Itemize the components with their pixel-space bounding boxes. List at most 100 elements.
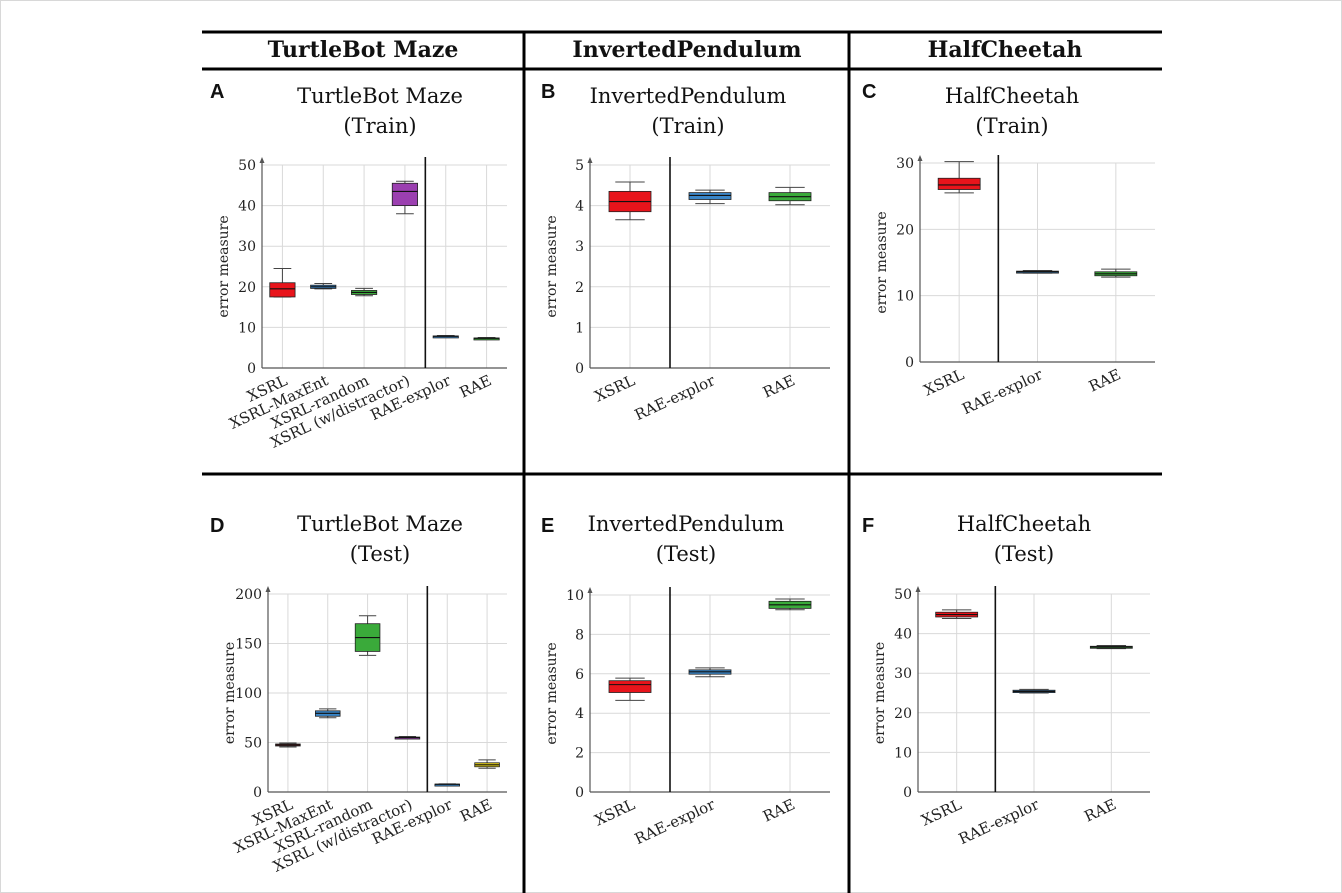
y-tick-label: 10 [566,588,584,604]
y-tick-label: 30 [894,666,912,682]
y-tick-label: 4 [575,706,584,722]
y-axis-label: error measure [544,215,560,317]
y-tick-label: 30 [896,156,914,172]
x-category-label: RAE-explor [956,795,1043,848]
y-axis-arrow [259,157,265,163]
x-category-label: XSRL [592,371,638,405]
x-category-label: RAE [760,795,798,825]
box-rae [474,759,500,769]
panel-letter: C [862,81,876,103]
y-tick-label: 50 [894,587,912,603]
box-rae [768,598,812,611]
panel-title-line: HalfCheetah [945,84,1079,108]
y-tick-label: 0 [247,361,256,377]
chart-panel-c: C HalfCheetah (Train) 0 10 20 30 error measure X… [862,81,1155,418]
chart-panel-f: F HalfCheetah (Test) 0 10 20 30 40 50 error measu… [862,512,1150,848]
box-body [269,282,296,298]
y-tick-label: 40 [894,627,912,643]
box-xsrl-random [351,287,378,297]
box-xsrl-w-distractor [391,180,418,215]
box-xsrl [608,181,652,221]
box-rae [1089,644,1133,650]
box-rae [768,186,812,206]
y-tick-label: 0 [253,785,262,801]
x-category-label: RAE-explor [959,365,1046,418]
box-rae-explor [1016,269,1059,274]
box-xsrl-maxent [310,283,337,290]
box-rae-explor [432,335,459,339]
box-rae-explor [434,783,460,787]
y-axis-label: error measure [874,211,890,313]
y-tick-label: 0 [903,785,912,801]
y-tick-label: 10 [238,320,256,336]
chart-panel-d: D TurtleBot Maze (Test) 0 50 100 150 200 error m… [210,512,507,876]
column-header-turtlebot: TurtleBot Maze [268,37,459,63]
box-rae-explor [1012,688,1056,694]
panel-title-line: (Test) [994,542,1054,566]
x-category-label: RAE [760,371,798,401]
panel-title-line: (Train) [343,114,416,138]
box-xsrl-maxent [315,708,341,719]
y-axis-label: error measure [872,642,888,744]
x-category-label: XSRL [918,795,964,829]
y-tick-label: 4 [575,199,584,215]
y-tick-label: 50 [238,158,256,174]
box-xsrl [935,609,979,620]
y-tick-label: 0 [575,785,584,801]
panel-title-line: InvertedPendulum [590,84,787,108]
y-tick-label: 0 [575,361,584,377]
box-rae-explor [688,189,732,205]
x-category-label: XSRL [592,795,638,829]
panel-title-line: (Test) [350,542,410,566]
y-axis-label: error measure [216,215,232,317]
panel-title-line: TurtleBot Maze [297,84,463,108]
panel-letter: F [862,515,874,537]
box-rae [473,337,500,341]
panel-title-line: TurtleBot Maze [297,512,463,536]
box-body [688,192,732,200]
y-tick-label: 6 [575,667,584,683]
y-tick-label: 20 [896,222,914,238]
y-tick-label: 2 [575,280,584,296]
panel-title-line: (Train) [975,114,1048,138]
box-rae-explor [688,667,732,678]
panel-letter: B [541,81,555,103]
box-xsrl [608,677,652,701]
panel-letter: D [210,515,224,537]
y-axis-arrow [265,586,271,592]
panel-letter: A [210,81,224,103]
column-header-invertedpendulum: InvertedPendulum [572,37,801,63]
chart-panel-b: B InvertedPendulum (Train) 0 1 2 3 4 5 error meas… [541,81,830,424]
y-axis-arrow [915,586,921,592]
box-body [391,182,418,207]
chart-panel-e: E InvertedPendulum (Test) 0 2 4 6 8 10 error meas… [541,512,830,848]
y-tick-label: 200 [235,587,262,603]
y-axis-arrow [917,155,923,161]
y-tick-label: 2 [575,746,584,762]
panel-letter: E [541,515,554,537]
y-tick-label: 40 [238,199,256,215]
y-axis-arrow [587,157,593,163]
y-tick-label: 1 [575,320,584,336]
y-tick-label: 10 [896,289,914,305]
x-category-label: RAE-explor [632,795,719,848]
chart-panel-a: A TurtleBot Maze (Train) 0 10 20 30 40 50 error m… [210,81,507,452]
x-category-label: RAE [1086,365,1124,395]
panel-title-line: HalfCheetah [957,512,1091,536]
box-rae [1094,268,1138,278]
x-category-label: XSRL [921,365,967,399]
y-tick-label: 50 [244,736,262,752]
y-tick-label: 20 [894,706,912,722]
y-tick-label: 20 [238,280,256,296]
y-axis-arrow [587,587,593,593]
y-tick-label: 100 [235,686,262,702]
y-tick-label: 8 [575,627,584,643]
y-tick-label: 0 [905,355,914,371]
y-tick-label: 30 [238,239,256,255]
y-tick-label: 10 [894,745,912,761]
box-xsrl [937,161,981,194]
y-axis-label: error measure [544,642,560,744]
panel-title-line: (Test) [656,542,716,566]
